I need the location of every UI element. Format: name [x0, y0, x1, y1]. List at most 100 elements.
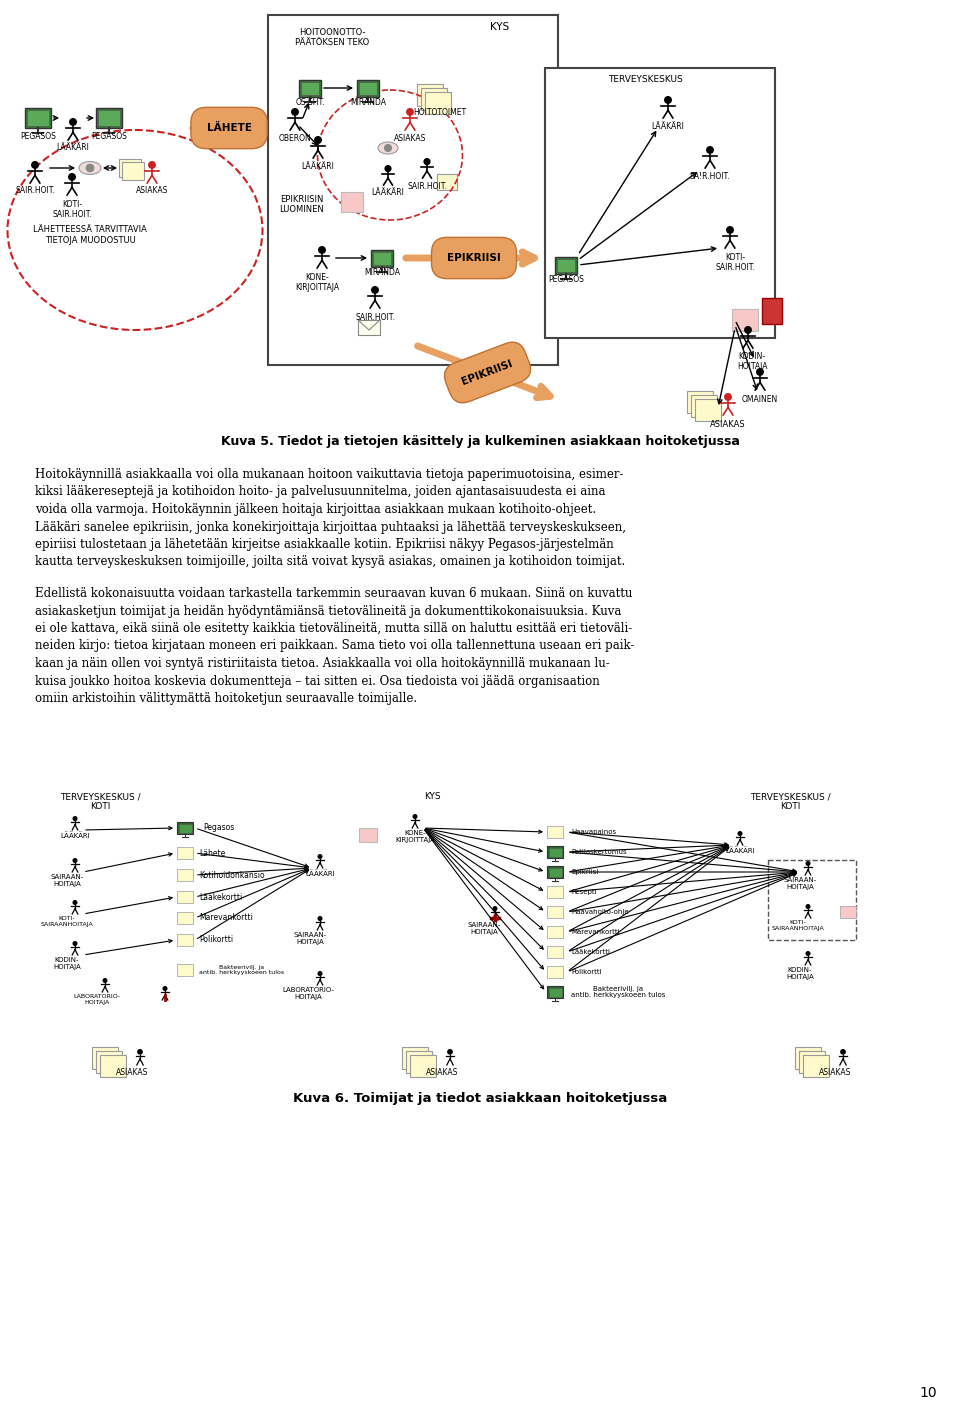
Bar: [545, 68, 775, 338]
Text: LÄHETE: LÄHETE: [206, 123, 252, 133]
Bar: [425, 93, 451, 114]
Text: KONE-
KIRJOITTAJA: KONE- KIRJOITTAJA: [295, 272, 339, 292]
Text: TERVEYSKESKUS: TERVEYSKESKUS: [608, 76, 683, 84]
Text: SAIR.HOIT.: SAIR.HOIT.: [407, 183, 447, 191]
Circle shape: [318, 247, 326, 254]
Bar: [547, 965, 563, 978]
Bar: [547, 985, 563, 998]
Text: EPIKRIISI: EPIKRIISI: [447, 252, 501, 262]
Bar: [359, 81, 377, 94]
Bar: [301, 81, 319, 94]
Circle shape: [840, 1050, 846, 1055]
Circle shape: [805, 951, 810, 955]
Text: Lääkekortti: Lääkekortti: [199, 893, 242, 901]
Text: ASIAKAS: ASIAKAS: [426, 1068, 458, 1077]
Text: HOITOTOIMET: HOITOTOIMET: [414, 108, 467, 117]
Circle shape: [318, 971, 323, 975]
Bar: [299, 80, 321, 97]
Circle shape: [737, 831, 742, 836]
Text: Bakteerivilj. ja
antib. herkkyyskoeen tulos: Bakteerivilj. ja antib. herkkyyskoeen tu…: [571, 985, 665, 998]
Bar: [840, 906, 856, 918]
Circle shape: [68, 173, 76, 181]
Circle shape: [423, 158, 431, 165]
Text: Resepti: Resepti: [571, 888, 596, 896]
Circle shape: [103, 978, 108, 983]
Bar: [177, 913, 193, 924]
Circle shape: [805, 861, 810, 866]
Circle shape: [724, 394, 732, 401]
Text: LÄÄKÄRI: LÄÄKÄRI: [60, 831, 90, 838]
Text: Kuva 5. Tiedot ja tietojen käsittely ja kulkeminen asiakkaan hoitoketjussa: Kuva 5. Tiedot ja tietojen käsittely ja …: [221, 435, 739, 448]
Bar: [341, 193, 363, 212]
Bar: [119, 160, 141, 177]
Text: kuisa joukko hoitoa koskevia dokumentteja – tai sitten ei. Osa tiedoista voi jää: kuisa joukko hoitoa koskevia dokumenttej…: [35, 674, 600, 687]
Text: Lääkekortti: Lääkekortti: [571, 948, 610, 955]
Bar: [268, 16, 558, 365]
Text: Bakteerivilj. ja
antib. herkkyyskoeen tulos: Bakteerivilj. ja antib. herkkyyskoeen tu…: [199, 964, 284, 975]
Bar: [547, 886, 563, 898]
Text: Haavahoito-ohje: Haavahoito-ohje: [571, 908, 629, 915]
Circle shape: [148, 161, 156, 168]
Bar: [410, 1055, 436, 1077]
Bar: [799, 1051, 825, 1072]
Bar: [179, 823, 191, 833]
Bar: [547, 945, 563, 958]
Bar: [122, 163, 144, 180]
Bar: [547, 906, 563, 918]
Text: omiin arkistoihin välittymättä hoitoketjun seuraavalle toimijalle.: omiin arkistoihin välittymättä hoitoketj…: [35, 692, 418, 704]
Text: OMAINEN: OMAINEN: [742, 395, 779, 404]
Text: Kotihoidonkansio: Kotihoidonkansio: [199, 870, 265, 880]
Text: KYS: KYS: [423, 791, 441, 801]
Bar: [691, 395, 717, 416]
Bar: [357, 80, 379, 97]
Text: SAIR.HOIT.: SAIR.HOIT.: [355, 312, 395, 322]
Circle shape: [86, 164, 94, 171]
Ellipse shape: [378, 143, 398, 154]
Circle shape: [73, 816, 78, 821]
Text: KONE-
KIRJOITTAJA: KONE- KIRJOITTAJA: [396, 830, 435, 843]
Circle shape: [137, 1050, 143, 1055]
Text: Potilaskertomus: Potilaskertomus: [571, 848, 627, 856]
Text: ASIAKAS: ASIAKAS: [116, 1068, 148, 1077]
Text: SAIRAAN-
HOITAJA: SAIRAAN- HOITAJA: [468, 923, 500, 935]
Text: TERVEYSKESKUS /
KOTI: TERVEYSKESKUS / KOTI: [60, 791, 140, 811]
Text: LABORATORIO-
HOITAJA: LABORATORIO- HOITAJA: [282, 987, 334, 1000]
Bar: [547, 866, 563, 878]
Ellipse shape: [79, 161, 101, 174]
Bar: [373, 251, 391, 264]
Text: SAIRAAN-
HOITAJA: SAIRAAN- HOITAJA: [783, 877, 817, 890]
Bar: [417, 84, 443, 106]
Bar: [557, 258, 575, 271]
Circle shape: [318, 915, 323, 921]
Bar: [100, 1055, 126, 1077]
Text: SAIRAAN-
HOITAJA: SAIRAAN- HOITAJA: [294, 933, 326, 945]
Bar: [803, 1055, 829, 1077]
Text: EPIKRIISIN
LUOMINEN: EPIKRIISIN LUOMINEN: [279, 195, 324, 214]
Bar: [732, 309, 758, 331]
Circle shape: [413, 814, 418, 819]
Text: Pegasos: Pegasos: [203, 823, 234, 833]
Text: ei ole kattava, eikä siinä ole esitetty kaikkia tietovälineitä, mutta sillä on h: ei ole kattava, eikä siinä ole esitetty …: [35, 622, 633, 635]
Text: SAIR.HOIT.: SAIR.HOIT.: [15, 185, 55, 195]
Text: PEGASOS: PEGASOS: [20, 133, 56, 141]
Bar: [358, 319, 380, 335]
Circle shape: [384, 165, 392, 173]
Text: Epikriisi: Epikriisi: [571, 868, 598, 876]
Bar: [795, 1047, 821, 1070]
Text: Polikortti: Polikortti: [199, 935, 233, 944]
Bar: [402, 1047, 428, 1070]
Text: OBERON: OBERON: [278, 134, 311, 143]
Circle shape: [406, 108, 414, 116]
Text: LÄÄKÄRI: LÄÄKÄRI: [725, 847, 755, 854]
Text: Marevankortti: Marevankortti: [571, 928, 619, 935]
Bar: [177, 891, 193, 903]
Text: KODIN-
HOITAJA: KODIN- HOITAJA: [53, 957, 81, 970]
Text: Kuva 6. Toimijat ja tiedot asiakkaan hoitoketjussa: Kuva 6. Toimijat ja tiedot asiakkaan hoi…: [293, 1092, 667, 1105]
Circle shape: [385, 144, 392, 151]
Bar: [437, 174, 457, 190]
Circle shape: [69, 118, 77, 125]
Circle shape: [726, 225, 734, 234]
Text: neiden kirjo: tietoa kirjataan moneen eri paikkaan. Sama tieto voi olla tallenne: neiden kirjo: tietoa kirjataan moneen er…: [35, 639, 635, 653]
Circle shape: [805, 904, 810, 908]
Bar: [177, 964, 193, 975]
